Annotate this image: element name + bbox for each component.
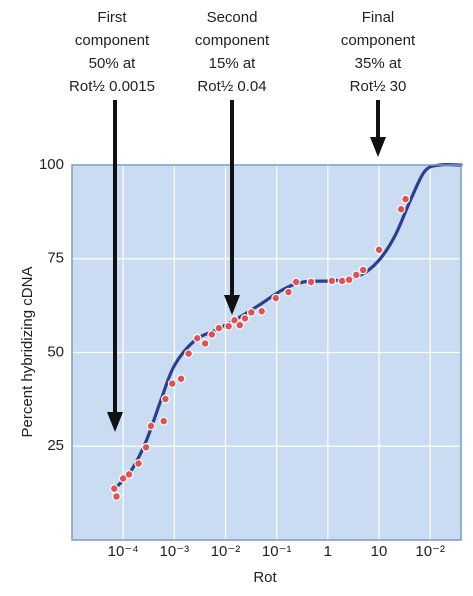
data-point xyxy=(141,442,151,452)
data-point xyxy=(327,276,337,286)
plot-border xyxy=(71,164,462,541)
data-point xyxy=(109,484,119,494)
annotation-text: 15% at xyxy=(209,55,257,72)
data-point xyxy=(235,320,245,330)
data-point xyxy=(214,323,224,333)
y-tick-label: 50 xyxy=(47,343,64,360)
data-point xyxy=(337,276,347,286)
y-tick-label: 25 xyxy=(47,437,64,454)
data-point xyxy=(200,339,210,348)
annotation-text: Rot½ 0.0015 xyxy=(69,78,155,95)
x-tick-label: 10⁻¹ xyxy=(262,543,292,560)
arrow-head xyxy=(107,412,123,432)
data-point xyxy=(374,245,384,255)
data-point xyxy=(161,394,170,404)
annotation-text: Second xyxy=(207,9,258,26)
data-point xyxy=(112,492,121,501)
x-tick-label: 10⁻² xyxy=(211,543,241,560)
data-point xyxy=(192,333,202,343)
data-point xyxy=(159,416,169,426)
data-point xyxy=(396,204,406,214)
x-tick-label: 10 xyxy=(371,543,388,560)
data-point xyxy=(401,194,410,204)
data-point xyxy=(224,321,234,331)
annotation-text: 35% at xyxy=(355,55,403,72)
data-point xyxy=(118,474,128,483)
data-point xyxy=(230,315,239,325)
data-point xyxy=(306,277,316,287)
data-point xyxy=(184,349,194,359)
x-tick-label: 1 xyxy=(324,543,332,560)
arrow-head xyxy=(370,137,386,157)
data-point xyxy=(284,287,293,297)
y-axis-label: Percent hybridizing cDNA xyxy=(19,267,36,438)
annotation-text: component xyxy=(195,32,270,49)
data-point xyxy=(167,379,177,389)
data-point xyxy=(257,306,267,316)
data-point xyxy=(358,265,368,275)
annotation-text: Rot½ 30 xyxy=(350,78,407,95)
data-point xyxy=(207,330,217,339)
x-tick-label: 10⁻² xyxy=(415,543,445,560)
data-point xyxy=(351,270,361,280)
data-point xyxy=(146,421,156,431)
annotation-text: component xyxy=(75,32,150,49)
data-point xyxy=(134,459,143,468)
data-point xyxy=(271,293,281,303)
annotation-text: 50% at xyxy=(89,55,137,72)
annotation-text: Final xyxy=(362,9,395,26)
y-tick-label: 100 xyxy=(39,156,64,173)
data-point xyxy=(124,469,134,479)
annotation-arrows xyxy=(107,100,386,432)
data-point xyxy=(291,277,301,287)
arrow-head xyxy=(224,295,240,315)
x-tick-label: 10⁻⁴ xyxy=(108,543,139,560)
y-tick-label: 75 xyxy=(47,250,64,267)
annotation-text: Rot½ 0.04 xyxy=(197,78,266,95)
data-point xyxy=(246,307,256,317)
annotation-text: First xyxy=(97,9,127,26)
x-axis-label: Rot xyxy=(253,569,277,586)
data-point xyxy=(176,374,186,384)
data-point xyxy=(344,275,354,285)
annotation-text: component xyxy=(341,32,416,49)
data-point xyxy=(240,313,250,323)
x-tick-label: 10⁻³ xyxy=(160,543,190,560)
